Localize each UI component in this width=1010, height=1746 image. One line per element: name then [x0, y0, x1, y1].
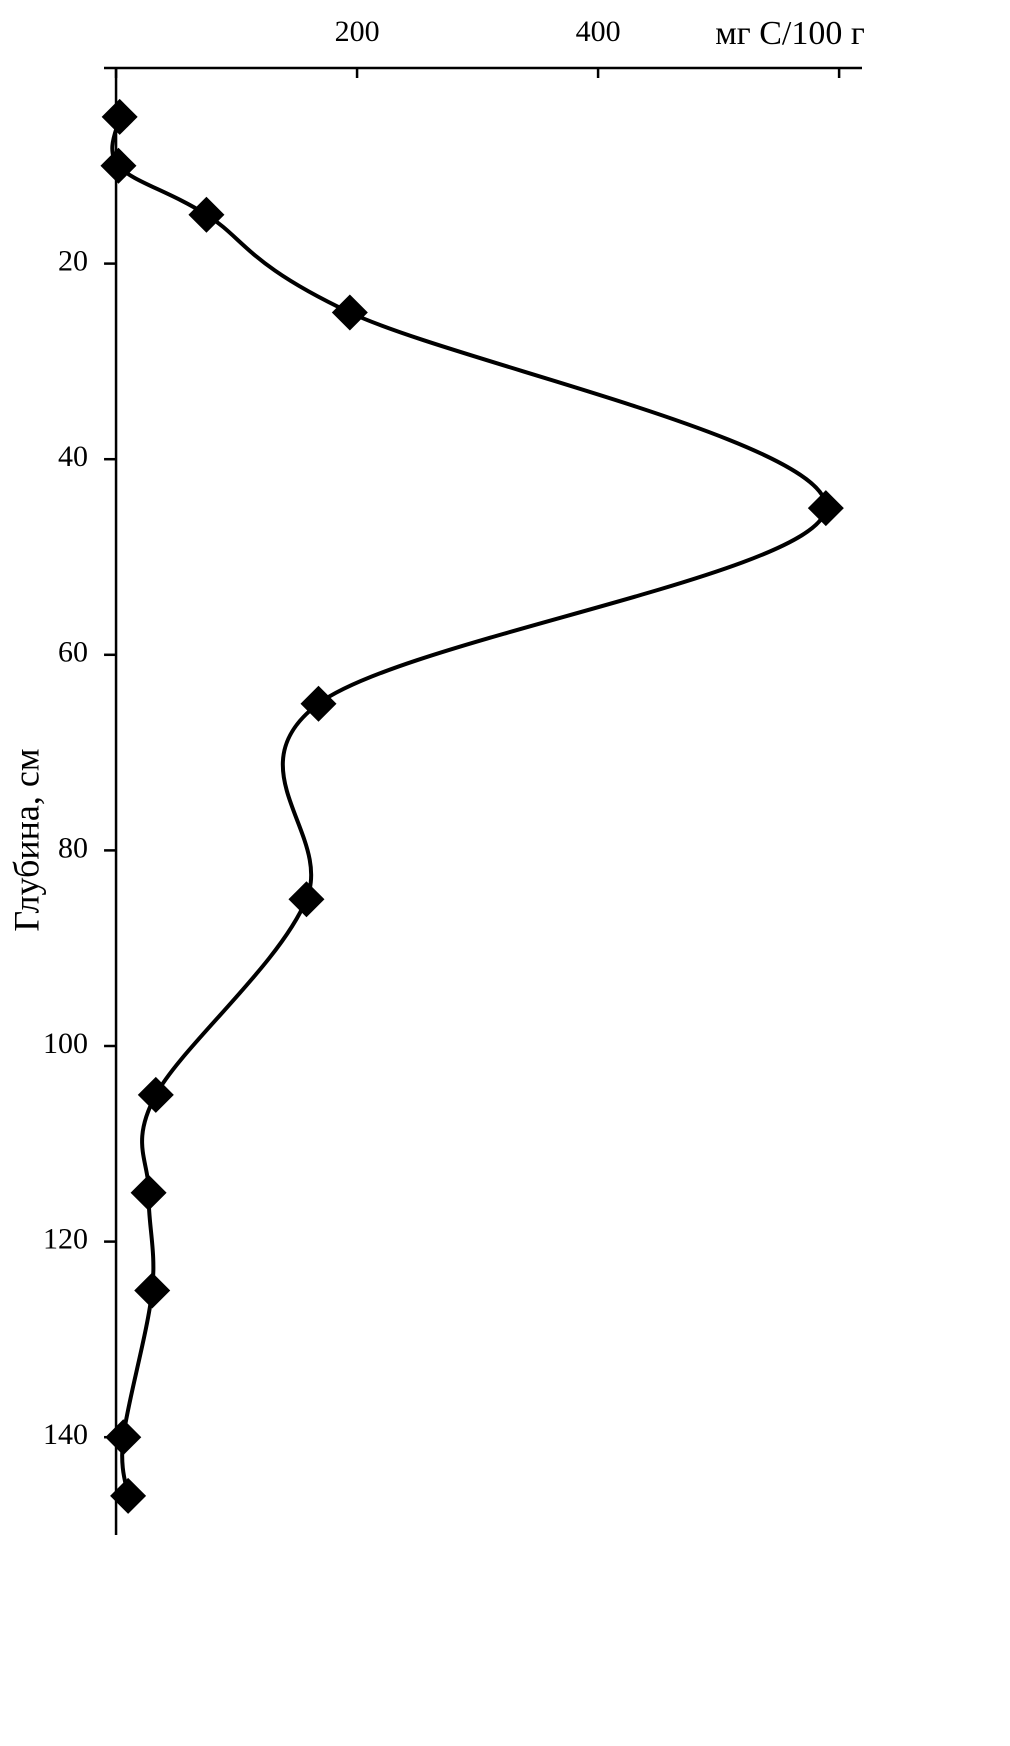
y-tick-label: 60	[58, 636, 88, 669]
y-tick-label: 100	[43, 1027, 88, 1060]
data-point	[331, 294, 368, 331]
y-tick-label: 80	[58, 831, 88, 864]
x-tick-label: 200	[335, 15, 380, 48]
data-point	[101, 98, 138, 135]
y-tick-label: 20	[58, 244, 88, 277]
y-tick-label: 40	[58, 440, 88, 473]
data-point	[807, 490, 844, 527]
data-point	[300, 685, 337, 722]
data-point	[105, 1419, 142, 1456]
y-tick-label: 140	[43, 1418, 88, 1451]
data-point	[137, 1076, 174, 1113]
data-point	[134, 1272, 171, 1309]
data-point	[100, 147, 137, 184]
data-point	[110, 1477, 147, 1514]
data-point	[188, 196, 225, 233]
data-line	[110, 116, 828, 1497]
y-tick-label: 120	[43, 1222, 88, 1255]
x-axis-label: мг С/100 г	[715, 15, 865, 52]
data-point	[288, 881, 325, 918]
y-axis-label: Глубина, см	[6, 748, 46, 931]
x-tick-label: 400	[576, 15, 621, 48]
data-point	[130, 1174, 167, 1211]
